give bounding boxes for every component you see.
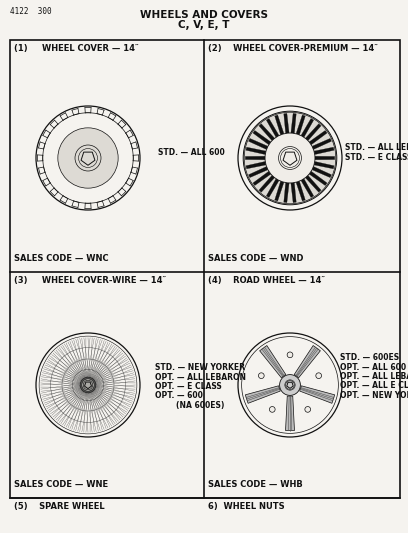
Circle shape	[258, 373, 264, 378]
Text: WHEELS AND COVERS: WHEELS AND COVERS	[140, 10, 268, 20]
Polygon shape	[253, 171, 271, 185]
Polygon shape	[286, 396, 295, 431]
Circle shape	[243, 111, 337, 205]
Text: OPT. — 600: OPT. — 600	[155, 392, 203, 400]
Polygon shape	[253, 131, 271, 145]
Polygon shape	[305, 124, 321, 141]
Text: (1)     WHEEL COVER — 14″: (1) WHEEL COVER — 14″	[14, 44, 139, 53]
Polygon shape	[259, 124, 275, 141]
Text: STD. — E CLASS: STD. — E CLASS	[345, 152, 408, 161]
Polygon shape	[300, 386, 335, 403]
Text: SALES CODE — WNC: SALES CODE — WNC	[14, 254, 109, 263]
Text: 4122  300: 4122 300	[10, 7, 52, 16]
Polygon shape	[301, 179, 314, 198]
Polygon shape	[246, 161, 266, 169]
Circle shape	[80, 377, 96, 393]
Polygon shape	[294, 345, 320, 378]
Text: OPT. — NEW YORKER: OPT. — NEW YORKER	[340, 391, 408, 400]
Polygon shape	[246, 147, 266, 155]
Polygon shape	[291, 114, 296, 133]
Polygon shape	[305, 175, 321, 192]
Text: SALES CODE — WND: SALES CODE — WND	[208, 254, 304, 263]
Polygon shape	[245, 386, 280, 403]
Text: (2)    WHEEL COVER-PREMIUM — 14″: (2) WHEEL COVER-PREMIUM — 14″	[208, 44, 378, 53]
Polygon shape	[284, 114, 289, 133]
Polygon shape	[309, 131, 327, 145]
Text: C, V, E, T: C, V, E, T	[178, 20, 230, 30]
Circle shape	[305, 407, 310, 412]
Text: (3)     WHEEL COVER-WIRE — 14″: (3) WHEEL COVER-WIRE — 14″	[14, 276, 166, 285]
Polygon shape	[275, 115, 284, 135]
Text: SALES CODE — WNE: SALES CODE — WNE	[14, 480, 108, 489]
Circle shape	[265, 133, 315, 183]
Circle shape	[269, 407, 275, 412]
Polygon shape	[309, 171, 327, 185]
Text: STD. — ALL 600: STD. — ALL 600	[158, 148, 225, 157]
Polygon shape	[291, 183, 296, 203]
Polygon shape	[296, 115, 305, 135]
Polygon shape	[315, 156, 335, 160]
Polygon shape	[314, 161, 334, 169]
Polygon shape	[259, 345, 286, 378]
Polygon shape	[259, 175, 275, 192]
Text: (4)    ROAD WHEEL — 14″: (4) ROAD WHEEL — 14″	[208, 276, 325, 285]
Polygon shape	[266, 118, 279, 138]
Polygon shape	[284, 183, 289, 203]
Polygon shape	[245, 156, 265, 160]
Polygon shape	[312, 166, 331, 177]
Text: (5)    SPARE WHEEL: (5) SPARE WHEEL	[14, 502, 104, 511]
Polygon shape	[275, 181, 284, 201]
Polygon shape	[314, 147, 334, 155]
Polygon shape	[248, 166, 268, 177]
Text: OPT. — ALL LEBARON: OPT. — ALL LEBARON	[155, 373, 246, 382]
Text: STD. — ALL LEBARON: STD. — ALL LEBARON	[345, 143, 408, 152]
Text: 6)  WHEEL NUTS: 6) WHEEL NUTS	[208, 502, 285, 511]
Polygon shape	[296, 181, 305, 201]
Text: OPT. — ALL E CLASS: OPT. — ALL E CLASS	[340, 382, 408, 391]
Text: OPT. — E CLASS: OPT. — E CLASS	[155, 382, 222, 391]
Circle shape	[279, 375, 300, 395]
Circle shape	[316, 373, 322, 378]
Circle shape	[287, 352, 293, 358]
Text: (NA 600ES): (NA 600ES)	[155, 401, 224, 410]
Polygon shape	[301, 118, 314, 138]
Text: OPT. — ALL LEBARON: OPT. — ALL LEBARON	[340, 372, 408, 381]
Polygon shape	[312, 139, 331, 149]
Circle shape	[58, 128, 118, 188]
Text: STD. — NEW YORKER: STD. — NEW YORKER	[155, 363, 245, 372]
Polygon shape	[266, 179, 279, 198]
Text: STD. — 600ES: STD. — 600ES	[340, 353, 399, 362]
Polygon shape	[248, 139, 268, 149]
Text: OPT. — ALL 600: OPT. — ALL 600	[340, 362, 406, 372]
Text: SALES CODE — WHB: SALES CODE — WHB	[208, 480, 303, 489]
